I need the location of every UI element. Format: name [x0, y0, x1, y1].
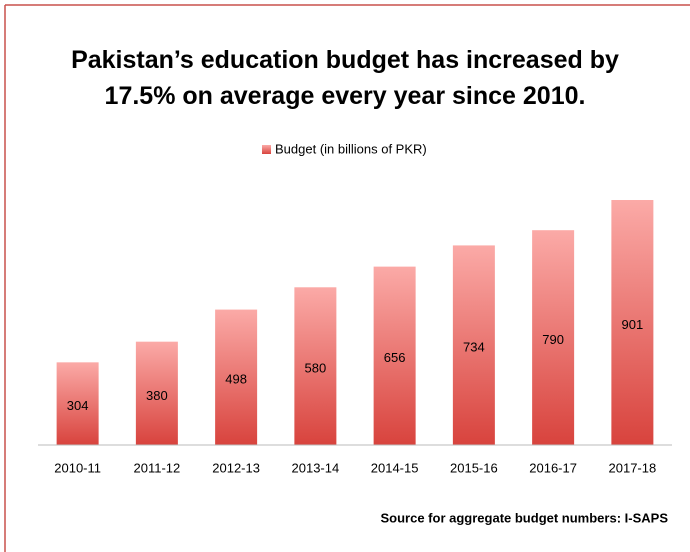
value-label: 734: [463, 340, 485, 355]
x-tick-label: 2015-16: [450, 460, 498, 475]
bar: [373, 266, 416, 445]
value-label: 901: [622, 317, 644, 332]
value-label: 580: [305, 361, 327, 376]
value-label: 790: [542, 332, 564, 347]
bar: [452, 245, 495, 445]
source-note: Source for aggregate budget numbers: I-S…: [381, 510, 669, 525]
bar: [56, 362, 99, 445]
value-label: 498: [225, 372, 247, 387]
x-tick-label: 2017-18: [609, 460, 657, 475]
chart-title: Pakistan’s education budget has increase…: [71, 46, 619, 110]
x-tick-label: 2013-14: [292, 460, 340, 475]
x-tick-label: 2012-13: [212, 460, 260, 475]
bar: [532, 230, 575, 445]
bar: [294, 287, 337, 445]
value-label: 304: [67, 398, 89, 413]
bar: [135, 341, 178, 445]
value-label: 656: [384, 350, 406, 365]
bar: [215, 309, 258, 445]
x-tick-label: 2011-12: [134, 460, 181, 475]
x-tick-label: 2010-11: [54, 460, 101, 475]
legend-swatch: [262, 145, 271, 154]
value-label: 380: [146, 388, 168, 403]
x-tick-label: 2016-17: [529, 460, 577, 475]
x-tick-label: 2014-15: [371, 460, 419, 475]
bar: [611, 200, 654, 445]
legend-label: Budget (in billions of PKR): [275, 141, 427, 156]
